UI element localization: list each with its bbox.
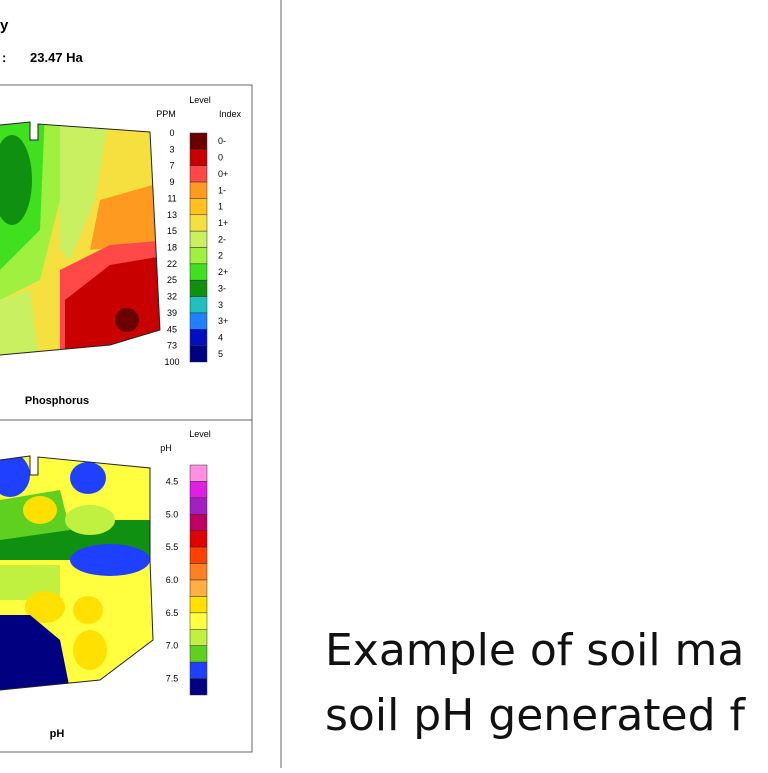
legend-scale: 39 [167,308,177,318]
legend-swatch [189,165,208,183]
legend-swatch [189,629,208,646]
legend-scale: 32 [167,292,177,302]
legend-index: 1+ [218,218,228,228]
legend-swatch [189,678,208,696]
legend-index: 5 [218,349,223,359]
legend-swatch [189,296,208,314]
legend-swatch [189,563,208,581]
map-caption: pH [50,728,65,740]
field-outline [0,455,154,691]
legend-scale: 73 [167,341,177,351]
legend-index: 3+ [218,316,228,326]
legend-index: 4 [218,332,223,342]
legend-swatch [189,596,208,614]
legend-swatch [189,530,208,548]
legend-scale: 9 [169,177,174,187]
legend-swatch [189,546,208,564]
legend-scale: 5.5 [166,542,179,552]
legend-title: Level [189,95,211,105]
legend-swatch [189,612,208,630]
legend-index: 2 [218,251,223,261]
legend-scale: 7.0 [166,641,179,651]
area: 23.47 Ha [30,50,84,65]
legend-swatch [189,230,208,248]
legend-swatch [189,149,208,166]
legend-swatch [189,329,208,346]
legend-swatch [189,247,208,265]
legend-scale: 18 [167,243,177,253]
legend-swatch [189,497,208,515]
legend-index: 0+ [218,169,228,179]
legend-index: 0- [218,136,226,146]
legend-scale: 7 [169,161,174,171]
legend-column: pH [160,443,172,453]
legend-scale: 6.0 [166,575,179,585]
legend-swatch [189,481,208,499]
legend-scale: 100 [164,357,179,367]
legend-scale: 15 [167,226,177,236]
field-outline [0,121,161,356]
legend-scale: 3 [169,144,174,154]
legend-index: 0 [218,153,223,163]
legend-swatch [189,645,208,663]
ph-map [0,456,153,690]
legend-swatch [189,132,208,150]
legend-scale: 13 [167,210,177,220]
map-frame [0,419,253,753]
legend-swatch [189,214,208,232]
legend-column: PPM [156,109,176,119]
legend-index: 3 [218,300,223,310]
legend-index: 2+ [218,267,228,277]
legend-swatch [189,345,208,363]
legend-swatch [189,579,208,597]
legend-scale: 7.5 [166,674,179,684]
legend-swatch [189,198,208,216]
legend-index: 2- [218,234,226,244]
legend-swatch [189,181,208,199]
legend-swatch [189,263,208,281]
area-label: : [2,50,6,65]
legend-scale: 25 [167,275,177,285]
report-title: y [0,17,9,34]
phosphorus-map [0,122,160,355]
legend-swatch [189,464,208,482]
caption-line: Example of soil ma [325,625,744,676]
legend-scale: 45 [167,324,177,334]
caption-line: soil pH generated f [325,690,747,741]
legend-column: Index [219,109,242,119]
legend-scale: 22 [167,259,177,269]
legend-swatch [189,279,208,297]
legend-title: Level [189,429,211,439]
map-caption: Phosphorus [25,395,89,407]
legend-scale: 4.5 [166,476,179,486]
legend-scale: 5.0 [166,509,179,519]
legend-swatch [189,514,208,531]
legend-scale: 11 [167,193,176,203]
legend-scale: 6.5 [166,608,179,618]
legend-scale: 0 [169,128,174,138]
legend-index: 3- [218,283,226,293]
legend-swatch [189,661,208,679]
legend-swatch [189,312,208,330]
legend-index: 1- [218,185,226,195]
legend-index: 1 [218,202,223,212]
